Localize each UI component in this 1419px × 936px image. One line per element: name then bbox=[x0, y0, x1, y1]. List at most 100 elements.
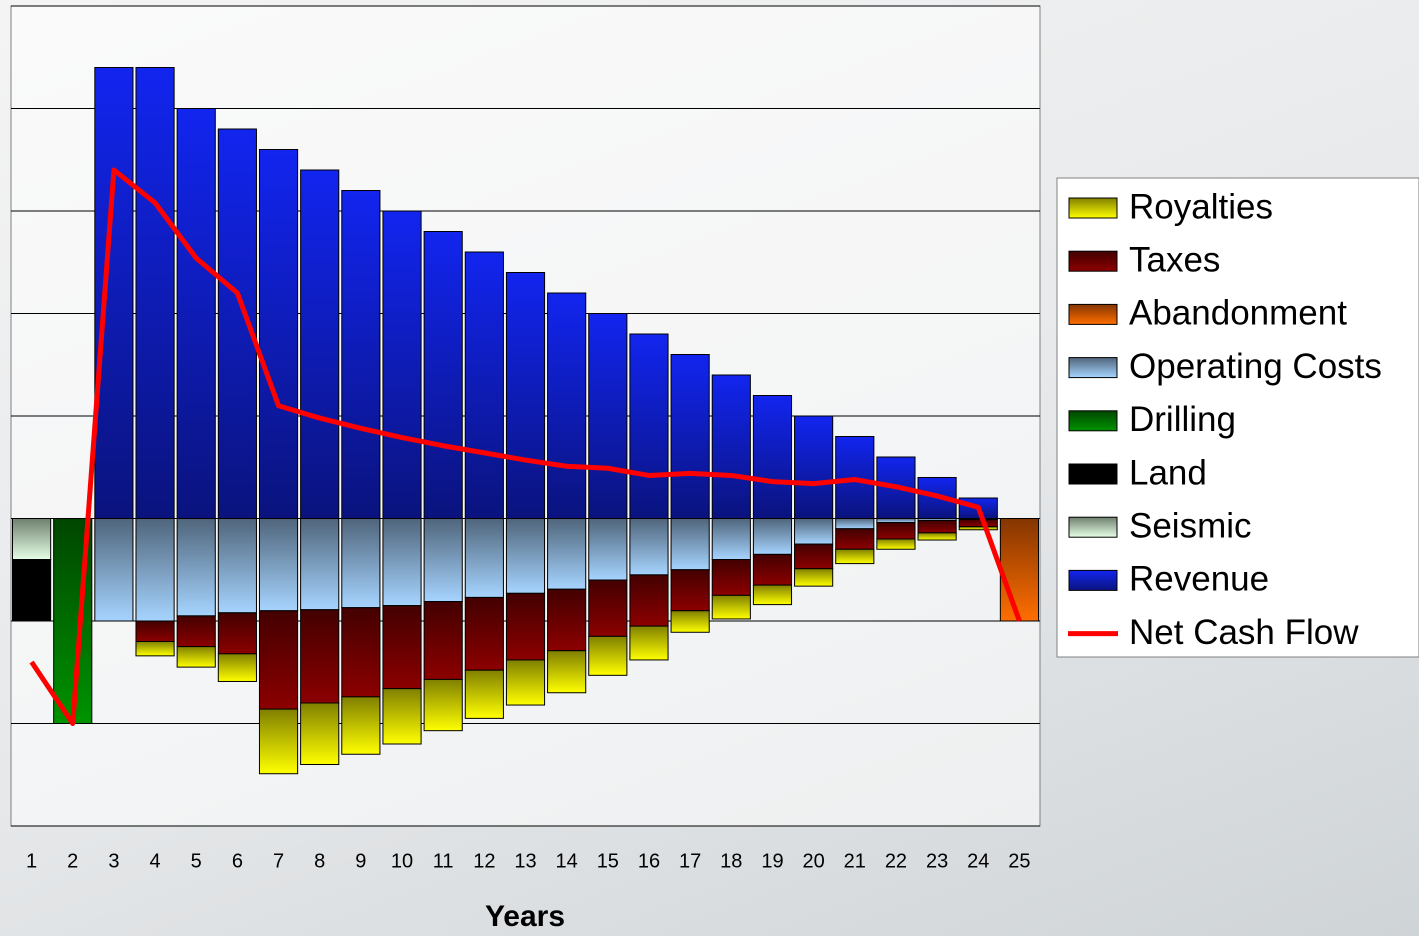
bar-segment bbox=[300, 518, 340, 611]
bar-segment bbox=[94, 518, 134, 622]
bar-segment bbox=[711, 374, 751, 519]
legend-swatch bbox=[1068, 569, 1118, 591]
x-tick-label: 4 bbox=[149, 850, 160, 872]
legend-swatch bbox=[1068, 250, 1118, 272]
bar-segment bbox=[176, 615, 216, 648]
bar-segment bbox=[629, 518, 669, 576]
bar-segment bbox=[958, 519, 998, 528]
x-tick-label: 18 bbox=[720, 850, 742, 872]
bar-segment bbox=[217, 653, 257, 682]
legend-swatch bbox=[1068, 357, 1118, 379]
bar-segment bbox=[958, 526, 998, 531]
bar-segment bbox=[876, 518, 916, 524]
bar-segment bbox=[670, 518, 710, 571]
x-tick-label: 25 bbox=[1008, 850, 1030, 872]
bar-segment bbox=[176, 646, 216, 668]
x-tick-label: 2 bbox=[67, 850, 78, 872]
legend-swatch bbox=[1068, 516, 1118, 538]
x-tick-label: 19 bbox=[761, 850, 783, 872]
x-tick-label: 23 bbox=[926, 850, 948, 872]
bar-segment bbox=[794, 568, 834, 587]
x-tick-label: 7 bbox=[273, 850, 284, 872]
x-tick-label: 24 bbox=[967, 850, 989, 872]
bar-segment bbox=[629, 625, 669, 661]
x-tick-label: 3 bbox=[108, 850, 119, 872]
x-tick-label: 13 bbox=[514, 850, 536, 872]
bar-segment bbox=[588, 635, 628, 676]
bar-segment bbox=[258, 518, 299, 612]
legend-swatch bbox=[1068, 197, 1118, 219]
x-tick-label: 10 bbox=[391, 850, 413, 872]
bar-segment bbox=[917, 520, 957, 534]
bar-segment bbox=[629, 574, 669, 627]
legend-swatch bbox=[1068, 410, 1118, 432]
bar-segment bbox=[629, 333, 669, 519]
bar-segment bbox=[835, 548, 875, 565]
bar-segment bbox=[135, 518, 175, 622]
bar-segment bbox=[547, 650, 587, 694]
legend-label: Seismic bbox=[1129, 506, 1252, 545]
legend-label: Royalties bbox=[1129, 187, 1273, 226]
bar-segment bbox=[547, 292, 587, 519]
x-tick-label: 20 bbox=[802, 850, 824, 872]
legend-label: Revenue bbox=[1129, 560, 1269, 599]
bar-segment bbox=[464, 251, 504, 519]
x-tick-label: 9 bbox=[355, 850, 366, 872]
bar-segment bbox=[917, 532, 957, 541]
bar-segment bbox=[794, 415, 834, 519]
legend-label: Net Cash Flow bbox=[1129, 613, 1359, 652]
bar-segment bbox=[464, 596, 504, 671]
bar-segment bbox=[588, 313, 628, 519]
bar-segment bbox=[300, 609, 340, 704]
bar-segment bbox=[464, 669, 504, 719]
bar-segment bbox=[876, 522, 916, 540]
bar-segment bbox=[835, 518, 875, 530]
x-axis-title: Years bbox=[485, 900, 565, 933]
bar-segment bbox=[588, 579, 628, 637]
bar-segment bbox=[258, 610, 299, 710]
bar-segment bbox=[423, 518, 463, 603]
bar-segment bbox=[135, 620, 175, 642]
x-tick-label: 5 bbox=[191, 850, 202, 872]
bar-segment bbox=[547, 588, 587, 652]
bar-segment bbox=[505, 272, 546, 519]
x-tick-label: 12 bbox=[473, 850, 495, 872]
net-cash-flow-line bbox=[29, 167, 1022, 726]
legend-label: Drilling bbox=[1129, 400, 1236, 439]
bar-segment bbox=[752, 553, 793, 586]
bar-segment bbox=[588, 518, 628, 581]
x-tick-label: 15 bbox=[597, 850, 619, 872]
bar-segment bbox=[382, 210, 422, 519]
bar-segment bbox=[464, 518, 504, 598]
bar-segment bbox=[670, 354, 710, 519]
bar-segment bbox=[835, 528, 875, 550]
bar-segment bbox=[794, 518, 834, 545]
bar-segment bbox=[382, 605, 422, 690]
bar-segment bbox=[794, 543, 834, 570]
bar-segment bbox=[217, 612, 257, 655]
x-tick-label: 11 bbox=[433, 850, 454, 872]
legend-label: Taxes bbox=[1129, 240, 1220, 279]
bar-segment bbox=[12, 559, 52, 622]
bar-segment bbox=[135, 641, 175, 657]
bar-segment bbox=[423, 601, 463, 680]
bar-segment bbox=[505, 518, 546, 594]
x-tick-label: 21 bbox=[844, 850, 866, 872]
bar-segment bbox=[505, 659, 546, 706]
bar-segment bbox=[341, 518, 381, 609]
bar-segment bbox=[135, 67, 175, 519]
bar-segment bbox=[752, 584, 793, 606]
bar-segment bbox=[258, 149, 299, 519]
x-tick-label: 8 bbox=[314, 850, 325, 872]
bar-segment bbox=[382, 688, 422, 745]
x-tick-label: 22 bbox=[885, 850, 907, 872]
bar-segment bbox=[711, 559, 751, 596]
bar-segment bbox=[258, 708, 299, 775]
bar-segment bbox=[876, 538, 916, 550]
bar-segment bbox=[423, 678, 463, 732]
legend-label: Land bbox=[1129, 453, 1207, 492]
bar-segment bbox=[300, 702, 340, 765]
legend-label: Operating Costs bbox=[1129, 347, 1382, 386]
